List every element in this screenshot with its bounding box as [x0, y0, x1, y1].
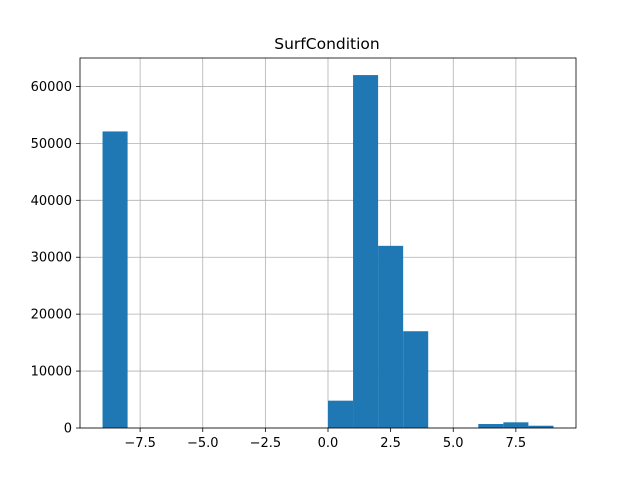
x-tick-label: 7.5 — [506, 436, 527, 451]
ticks-layer: −7.5 −5.0 −2.5 0.0 2.5 5.0 7.5 0 10000 20000 30000… — [31, 80, 527, 451]
bars-layer — [102, 75, 554, 429]
histogram-bar — [328, 400, 354, 428]
x-tick-label: −5.0 — [187, 436, 219, 451]
grid-layer — [80, 58, 576, 429]
chart-title: SurfCondition — [274, 35, 379, 53]
y-tick-label: 60000 — [31, 80, 72, 95]
histogram-bar — [528, 425, 554, 428]
histogram-bar — [478, 424, 504, 428]
y-tick-label: 30000 — [31, 251, 72, 266]
y-tick-label: 50000 — [31, 137, 72, 152]
x-tick-label: 0.0 — [318, 436, 339, 451]
histogram-bar — [503, 422, 529, 428]
y-tick-label: 20000 — [31, 308, 72, 323]
x-tick-label: −7.5 — [124, 436, 156, 451]
x-tick-label: −2.5 — [250, 436, 282, 451]
x-tick-label: 2.5 — [380, 436, 401, 451]
histogram-bar — [378, 245, 404, 428]
y-tick-label: 10000 — [31, 365, 72, 380]
y-tick-label: 0 — [64, 422, 72, 437]
histogram-bar — [403, 331, 429, 428]
x-tick-label: 5.0 — [443, 436, 464, 451]
y-tick-label: 40000 — [31, 194, 72, 209]
histogram-bar — [353, 75, 379, 429]
histogram-bar — [102, 131, 128, 428]
